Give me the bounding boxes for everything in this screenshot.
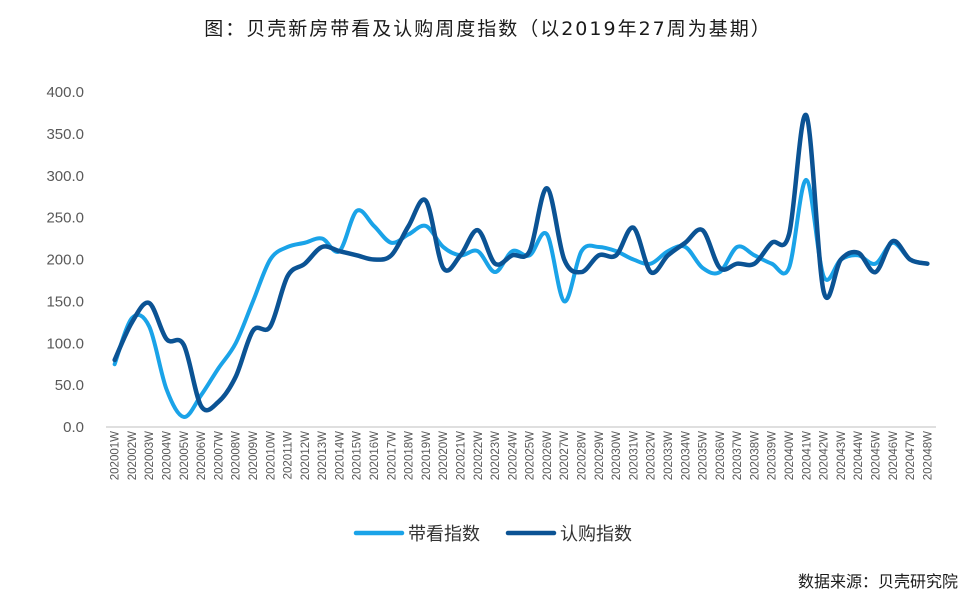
y-tick-label: 350.0: [46, 126, 84, 143]
x-tick-label: 202013W: [317, 431, 329, 480]
source-note: 数据来源：贝壳研究院: [797, 572, 958, 591]
x-tick-label: 202040W: [784, 431, 796, 480]
y-tick-label: 400.0: [46, 84, 84, 101]
chart-title: 图：贝壳新房带看及认购周度指数（以2019年27周为基期）: [204, 18, 772, 40]
x-tick-label: 202005W: [179, 431, 191, 480]
x-tick-label: 202046W: [888, 431, 900, 480]
x-tick-label: 202023W: [490, 431, 502, 480]
x-tick-label: 202041W: [801, 431, 813, 480]
x-tick-label: 202037W: [732, 431, 744, 480]
x-tick-label: 202004W: [162, 431, 174, 480]
x-tick-label: 202024W: [507, 431, 519, 480]
series-lines: [112, 113, 930, 419]
x-tick-label: 202036W: [715, 431, 727, 480]
x-tick-label: 202015W: [352, 431, 364, 480]
x-tick-label: 202021W: [455, 431, 467, 480]
x-tick-label: 202031W: [628, 431, 640, 480]
x-tick-label: 202022W: [473, 431, 485, 480]
x-tick-label: 202014W: [334, 431, 346, 480]
y-tick-label: 150.0: [46, 293, 84, 310]
y-tick-label: 200.0: [46, 252, 84, 269]
x-tick-label: 202026W: [542, 431, 554, 480]
x-axis: 202001W 202002W 202003W 202004W 202005W 20200…: [106, 426, 936, 480]
x-tick-label: 202044W: [853, 431, 865, 480]
y-axis: 0.0 50.0 100.0 150.0 200.0 250.0 300.0 350.0 400…: [46, 84, 84, 436]
x-tick-label: 202010W: [265, 431, 277, 480]
x-tick-label: 202009W: [248, 431, 260, 480]
x-tick-label: 202048W: [922, 431, 934, 480]
series-line-2: [112, 113, 930, 413]
x-tick-label: 202043W: [836, 431, 848, 480]
x-tick-label: 202008W: [231, 431, 243, 480]
x-tick-label: 202038W: [749, 431, 761, 480]
x-tick-label: 202003W: [144, 431, 156, 480]
x-tick-label: 202030W: [611, 431, 623, 480]
x-tick-label: 202016W: [369, 431, 381, 480]
x-tick-label: 202011W: [283, 431, 295, 480]
y-tick-label: 50.0: [55, 377, 84, 394]
x-tick-label: 202029W: [594, 431, 606, 480]
x-tick-label: 202027W: [559, 431, 571, 480]
x-tick-label: 202019W: [421, 431, 433, 480]
x-tick-label: 202012W: [300, 431, 312, 480]
x-tick-label: 202025W: [525, 431, 537, 480]
x-tick-label: 202033W: [663, 431, 675, 480]
x-tick-label: 202034W: [680, 431, 692, 480]
x-tick-label: 202047W: [905, 431, 917, 480]
x-tick-label: 202001W: [110, 431, 122, 480]
x-tick-label: 202018W: [404, 431, 416, 480]
legend: 带看指数 认购指数: [353, 524, 632, 545]
x-tick-label: 202035W: [698, 431, 710, 480]
y-tick-label: 300.0: [46, 168, 84, 185]
series-line-1: [112, 177, 930, 419]
x-tick-label: 202032W: [646, 431, 658, 480]
x-tick-label: 202045W: [870, 431, 882, 480]
x-tick-label: 202002W: [127, 431, 139, 480]
x-tick-label: 202006W: [196, 431, 208, 480]
x-tick-label: 202042W: [819, 431, 831, 480]
x-tick-label: 202017W: [386, 431, 398, 480]
y-tick-label: 0.0: [63, 419, 84, 436]
y-tick-label: 100.0: [46, 335, 84, 352]
x-tick-label: 202020W: [438, 431, 450, 480]
x-tick-label: 202007W: [213, 431, 225, 480]
x-tick-label: 202039W: [767, 431, 779, 480]
y-tick-label: 250.0: [46, 210, 84, 227]
legend-label: 认购指数: [560, 524, 632, 545]
legend-label: 带看指数: [408, 524, 480, 545]
x-tick-label: 202028W: [577, 431, 589, 480]
